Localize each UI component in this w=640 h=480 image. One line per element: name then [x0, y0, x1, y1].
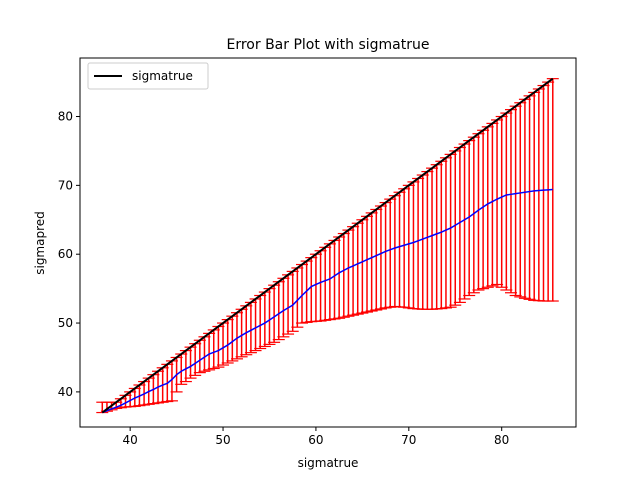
- legend-label-sigmatrue: sigmatrue: [132, 69, 193, 83]
- plot-area: [96, 77, 559, 414]
- y-tick-label: 60: [58, 247, 73, 261]
- series-line-sigmatrue: [101, 77, 554, 414]
- y-tick-label: 40: [58, 385, 73, 399]
- y-tick-label: 80: [58, 110, 73, 124]
- legend: sigmatrue: [87, 62, 209, 90]
- chart-title: Error Bar Plot with sigmatrue: [227, 37, 430, 53]
- x-axis-label: sigmatrue: [298, 456, 359, 470]
- x-tick-label: 70: [401, 433, 416, 447]
- axes-frame: [79, 57, 577, 428]
- y-tick-label: 70: [58, 178, 73, 192]
- legend-frame: [87, 62, 209, 90]
- x-tick-label: 60: [308, 433, 323, 447]
- x-tick-label: 40: [123, 433, 138, 447]
- y-axis-label: sigmapred: [33, 211, 47, 275]
- axes: 40 50 60 70 80 40 50 60 70 80: [58, 57, 577, 447]
- series-line-sigmapred: [102, 188, 553, 414]
- x-tick-label: 50: [215, 433, 230, 447]
- y-tick-label: 50: [58, 316, 73, 330]
- x-tick-label: 80: [494, 433, 509, 447]
